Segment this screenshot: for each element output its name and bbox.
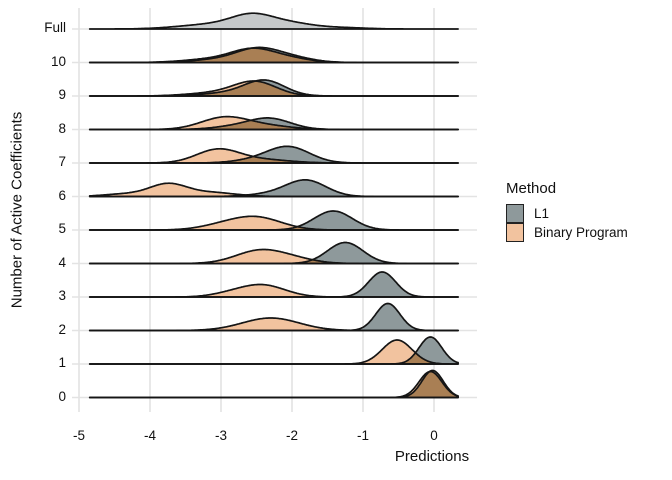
density-fill (89, 303, 459, 331)
density-outline (88, 182, 459, 198)
density-outline (88, 80, 459, 97)
y-tick-label: 0 (58, 388, 66, 404)
density-fill (89, 146, 459, 163)
density-outline (88, 215, 459, 231)
legend-swatch-l1-icon (506, 204, 524, 223)
density-overlap-fill (89, 352, 459, 364)
density-fill (89, 284, 459, 297)
density-fill (89, 183, 459, 197)
x-axis-title: Predictions (394, 448, 470, 465)
y-tick-label: 6 (58, 187, 66, 203)
y-axis-title: Number of Active Coefficients (8, 111, 26, 309)
legend: Method L1 Binary Program (506, 180, 628, 242)
density-outline (88, 12, 459, 30)
density-fill (89, 272, 459, 297)
density-outline (88, 147, 459, 164)
density-outline (88, 370, 459, 399)
x-tick-label: -1 (356, 428, 369, 443)
legend-entry-binary-program: Binary Program (506, 223, 628, 242)
legend-label-binary-program: Binary Program (534, 225, 628, 240)
y-tick-label: 8 (58, 120, 66, 136)
density-fill (89, 179, 459, 197)
x-tick-label: -2 (285, 428, 298, 443)
density-fill (89, 340, 459, 364)
density-outline (88, 317, 459, 332)
density-outline (88, 47, 459, 64)
density-outline (88, 339, 459, 365)
x-tick-label: -3 (214, 428, 227, 443)
density-fill (89, 117, 459, 130)
x-tick-label: 0 (430, 428, 438, 443)
density-fill (89, 371, 459, 398)
density-overlap-fill (89, 48, 459, 63)
legend-entry-l1: L1 (506, 204, 628, 223)
density-fill (89, 13, 459, 29)
y-tick-label: 9 (58, 87, 66, 102)
y-tick-label: 10 (50, 53, 66, 69)
density-fill (89, 216, 459, 230)
density-outline (88, 248, 459, 265)
legend-title: Method (506, 180, 557, 197)
y-tick-label: 2 (58, 321, 66, 337)
density-fill (89, 370, 459, 398)
y-tick-label: 4 (58, 254, 66, 270)
x-tick-label: -5 (72, 428, 85, 443)
density-outline (88, 369, 459, 399)
y-tick-label: 3 (58, 288, 66, 303)
legend-label-l1: L1 (534, 206, 550, 221)
density-overlap-fill (89, 81, 459, 96)
density-fill (89, 242, 459, 264)
y-tick-label: 7 (58, 154, 66, 169)
y-tick-label: 1 (58, 355, 66, 370)
density-outline (88, 283, 459, 298)
x-tick-label: -4 (143, 428, 156, 443)
y-tick-label: 5 (58, 221, 66, 236)
y-tick-label: Full (44, 20, 66, 35)
density-fill (89, 318, 459, 331)
density-outline (88, 115, 459, 131)
density-fill (89, 249, 459, 264)
legend-swatch-binary-program-icon (506, 223, 524, 242)
density-overlap-fill (89, 371, 459, 398)
